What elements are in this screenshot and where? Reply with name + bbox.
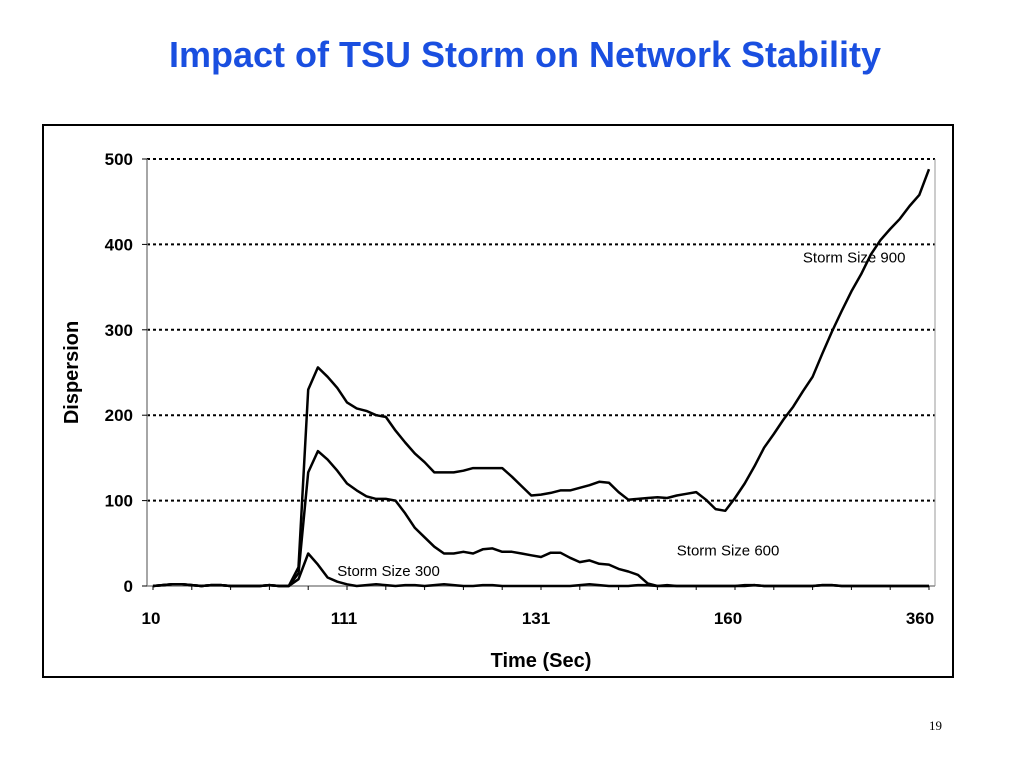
line-chart: 0 100 200 300 400 500 10 111 131 160 360 Time (Sec)… bbox=[61, 150, 936, 672]
slide-number: 19 bbox=[929, 718, 942, 733]
x-axis-title: Time (Sec) bbox=[491, 650, 592, 672]
series-line-storm-size-300 bbox=[152, 552, 929, 588]
chart-frame: 0 100 200 300 400 500 10 111 131 160 360 Time (Sec)… bbox=[42, 124, 954, 678]
y-tick-label: 200 bbox=[105, 406, 133, 425]
y-tick-label: 100 bbox=[105, 492, 133, 511]
series-label: Storm Size 900 bbox=[803, 249, 906, 266]
x-tick-label: 111 bbox=[331, 609, 358, 628]
y-tick-label: 400 bbox=[105, 235, 133, 254]
y-tick-label: 500 bbox=[105, 150, 133, 169]
series-line-storm-size-900 bbox=[152, 168, 931, 588]
series-label: Storm Size 600 bbox=[677, 542, 780, 559]
y-tick-label: 300 bbox=[105, 321, 133, 340]
y-axis-title: Dispersion bbox=[61, 321, 83, 424]
x-tick-label: 360 bbox=[906, 609, 934, 628]
series-line-storm-size-600 bbox=[152, 449, 929, 588]
slide-title: Impact of TSU Storm on Network Stability bbox=[168, 34, 882, 75]
x-tick-label: 10 bbox=[142, 609, 161, 628]
x-tick-label: 131 bbox=[522, 609, 550, 628]
series-label: Storm Size 300 bbox=[337, 563, 440, 580]
y-tick-label: 0 bbox=[124, 577, 133, 596]
x-tick-label: 160 bbox=[714, 609, 742, 628]
